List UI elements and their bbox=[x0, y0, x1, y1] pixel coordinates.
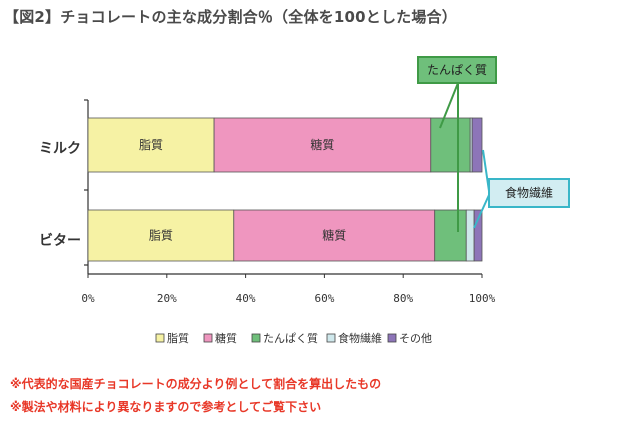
chart-title: 【図2】チョコレートの主な成分割合％（全体を100とした場合） bbox=[4, 8, 457, 26]
bar-segment-fat bbox=[87, 117, 215, 173]
bar-segment-protein bbox=[430, 117, 471, 173]
footnote-2: ※製法や材料により異なりますので参考としてご覧下さい bbox=[10, 400, 322, 414]
segment-label: 糖質 bbox=[310, 137, 334, 152]
segment-label: 脂質 bbox=[139, 137, 163, 152]
bar-segment-fat bbox=[87, 209, 235, 262]
legend-label: その他 bbox=[399, 332, 432, 345]
bar-segment-sugar bbox=[213, 117, 432, 173]
legend-swatch-fiber bbox=[326, 333, 336, 343]
callout-pointer bbox=[473, 194, 490, 229]
bar-segment-fiber bbox=[465, 209, 475, 262]
legend-label: たんぱく質 bbox=[263, 331, 318, 345]
x-tick-label: 100% bbox=[469, 292, 496, 305]
category-label: ミルク bbox=[39, 141, 81, 157]
bar-segment-protein bbox=[434, 209, 467, 262]
segment-label: 糖質 bbox=[322, 228, 346, 243]
callout-protein-box bbox=[417, 56, 497, 84]
bar-segment-sugar bbox=[233, 209, 436, 262]
callout-protein-label: たんぱく質 bbox=[427, 62, 487, 77]
segment-label: 脂質 bbox=[149, 228, 173, 243]
callout-fiber-box bbox=[488, 178, 570, 208]
footnote-1: ※代表的な国産チョコレートの成分より例として割合を算出したもの bbox=[10, 377, 382, 391]
x-tick-label: 20% bbox=[157, 292, 177, 305]
x-tick-label: 80% bbox=[393, 292, 413, 305]
category-label: ビター bbox=[39, 233, 81, 249]
legend-label: 食物繊維 bbox=[338, 331, 382, 345]
callout-fiber-label: 食物繊維 bbox=[505, 185, 553, 200]
legend-label: 脂質 bbox=[167, 331, 189, 345]
x-tick-label: 60% bbox=[314, 292, 334, 305]
legend-swatch-other bbox=[387, 333, 397, 343]
legend-swatch-sugar bbox=[203, 333, 213, 343]
x-tick-label: 40% bbox=[236, 292, 256, 305]
legend-label: 糖質 bbox=[215, 331, 237, 345]
bar-segment-other bbox=[473, 209, 483, 262]
legend-swatch-fat bbox=[155, 333, 165, 343]
legend-swatch-protein bbox=[251, 333, 261, 343]
bar-segment-other bbox=[471, 117, 483, 173]
x-tick-label: 0% bbox=[81, 292, 95, 305]
callout-pointer bbox=[439, 82, 459, 129]
